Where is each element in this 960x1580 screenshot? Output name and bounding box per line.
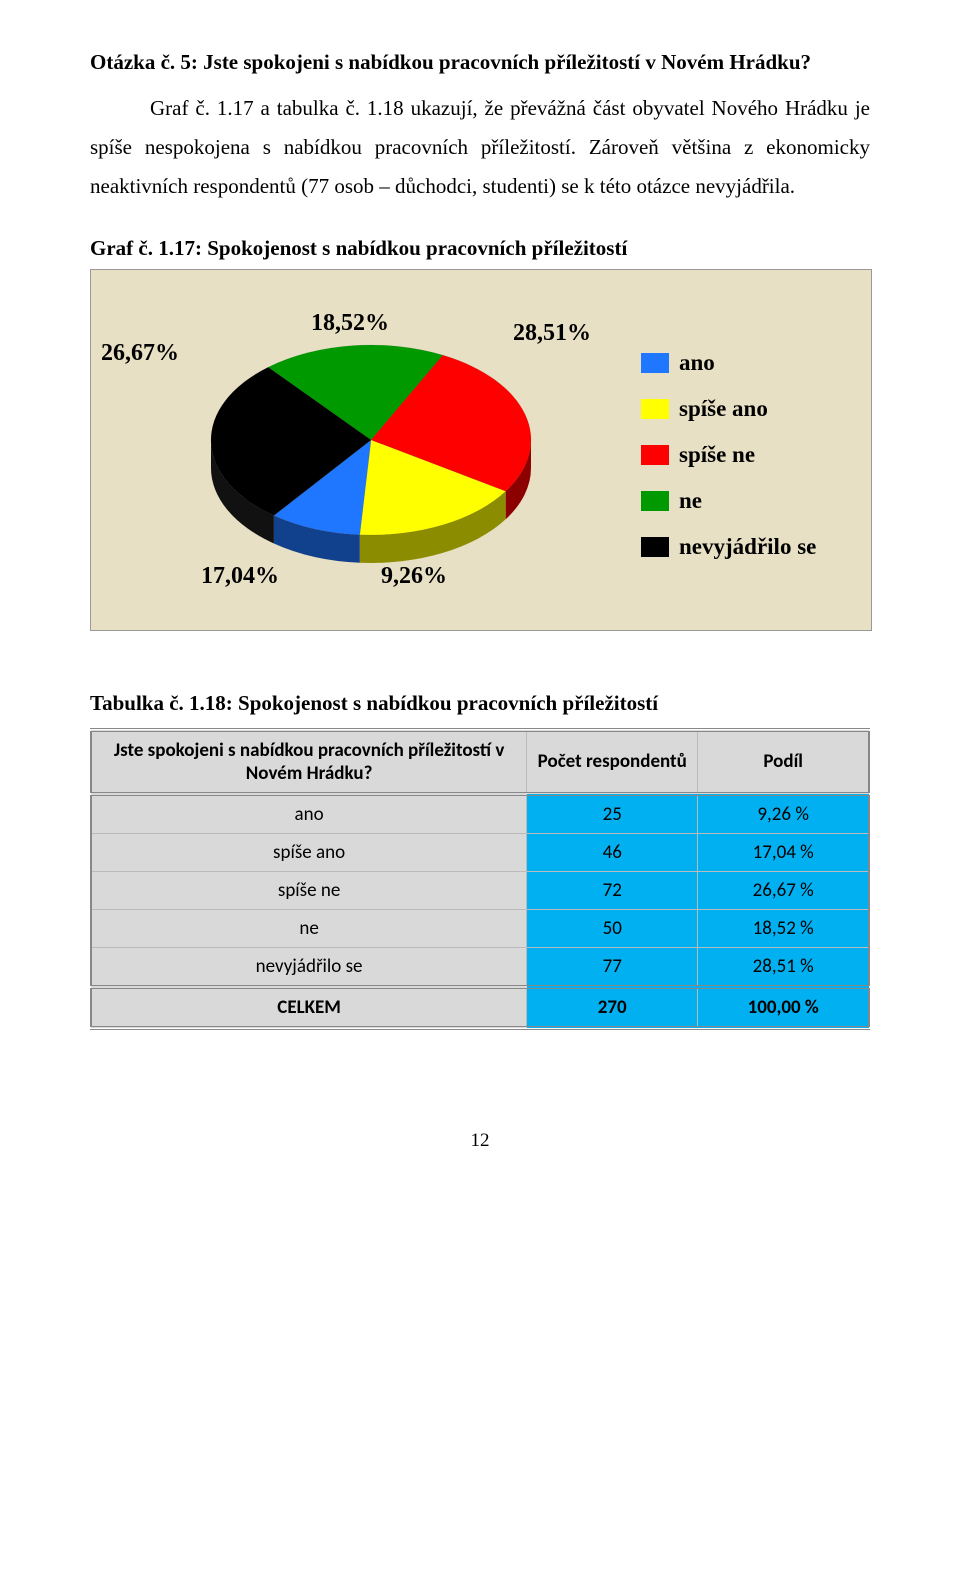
table-cell-label: CELKEM bbox=[91, 987, 527, 1028]
table-cell-pct: 18,52 % bbox=[698, 909, 869, 947]
table-cell-label: nevyjádřilo se bbox=[91, 947, 527, 987]
pie-chart-container: 18,52% 28,51% 26,67% 17,04% 9,26% ano spí… bbox=[90, 269, 872, 631]
pie-label-top-left: 26,67% bbox=[101, 340, 179, 367]
page-number: 12 bbox=[90, 1130, 870, 1152]
table-cell-count: 25 bbox=[527, 794, 698, 834]
legend-swatch bbox=[641, 353, 669, 373]
data-table: Jste spokojeni s nabídkou pracovních pří… bbox=[90, 728, 870, 1030]
table-col-question: Jste spokojeni s nabídkou pracovních pří… bbox=[91, 730, 527, 794]
legend-swatch bbox=[641, 491, 669, 511]
chart-legend: ano spíše ano spíše ne ne nevyjádřilo se bbox=[641, 340, 851, 560]
legend-item: ne bbox=[641, 488, 851, 514]
table-cell-label: spíše ano bbox=[91, 833, 527, 871]
table-row: spíše ano4617,04 % bbox=[91, 833, 869, 871]
table-row: nevyjádřilo se7728,51 % bbox=[91, 947, 869, 987]
body-paragraph: Graf č. 1.17 a tabulka č. 1.18 ukazují, … bbox=[90, 89, 870, 206]
legend-swatch bbox=[641, 399, 669, 419]
legend-label: ne bbox=[679, 488, 702, 514]
table-cell-pct: 100,00 % bbox=[698, 987, 869, 1028]
question-heading: Otázka č. 5: Jste spokojeni s nabídkou p… bbox=[90, 50, 870, 75]
legend-label: ano bbox=[679, 350, 715, 376]
legend-swatch bbox=[641, 445, 669, 465]
pie-label-top-right: 28,51% bbox=[513, 320, 591, 347]
legend-label: spíše ne bbox=[679, 442, 755, 468]
table-row: ano259,26 % bbox=[91, 794, 869, 834]
table-cell-pct: 9,26 % bbox=[698, 794, 869, 834]
legend-item: spíše ne bbox=[641, 442, 851, 468]
table-cell-pct: 17,04 % bbox=[698, 833, 869, 871]
table-title: Tabulka č. 1.18: Spokojenost s nabídkou … bbox=[90, 691, 870, 716]
table-cell-pct: 26,67 % bbox=[698, 871, 869, 909]
table-cell-count: 72 bbox=[527, 871, 698, 909]
table-col-share: Podíl bbox=[698, 730, 869, 794]
table-row-total: CELKEM270100,00 % bbox=[91, 987, 869, 1028]
table-cell-label: ano bbox=[91, 794, 527, 834]
legend-label: nevyjádřilo se bbox=[679, 534, 816, 560]
table-cell-count: 77 bbox=[527, 947, 698, 987]
legend-label: spíše ano bbox=[679, 396, 768, 422]
legend-item: spíše ano bbox=[641, 396, 851, 422]
table-cell-pct: 28,51 % bbox=[698, 947, 869, 987]
pie-label-top-mid: 18,52% bbox=[311, 310, 389, 337]
pie-label-bottom-right: 9,26% bbox=[381, 563, 447, 590]
legend-swatch bbox=[641, 537, 669, 557]
pie-chart: 18,52% 28,51% 26,67% 17,04% 9,26% bbox=[101, 310, 621, 590]
table-cell-count: 46 bbox=[527, 833, 698, 871]
pie-label-bottom-left: 17,04% bbox=[201, 563, 279, 590]
table-cell-count: 270 bbox=[527, 987, 698, 1028]
table-cell-count: 50 bbox=[527, 909, 698, 947]
pie-chart-svg bbox=[101, 310, 621, 590]
table-cell-label: spíše ne bbox=[91, 871, 527, 909]
legend-item: ano bbox=[641, 350, 851, 376]
table-row: ne5018,52 % bbox=[91, 909, 869, 947]
table-col-count: Počet respondentů bbox=[527, 730, 698, 794]
chart-title: Graf č. 1.17: Spokojenost s nabídkou pra… bbox=[90, 236, 870, 261]
legend-item: nevyjádřilo se bbox=[641, 534, 851, 560]
table-cell-label: ne bbox=[91, 909, 527, 947]
table-row: spíše ne7226,67 % bbox=[91, 871, 869, 909]
